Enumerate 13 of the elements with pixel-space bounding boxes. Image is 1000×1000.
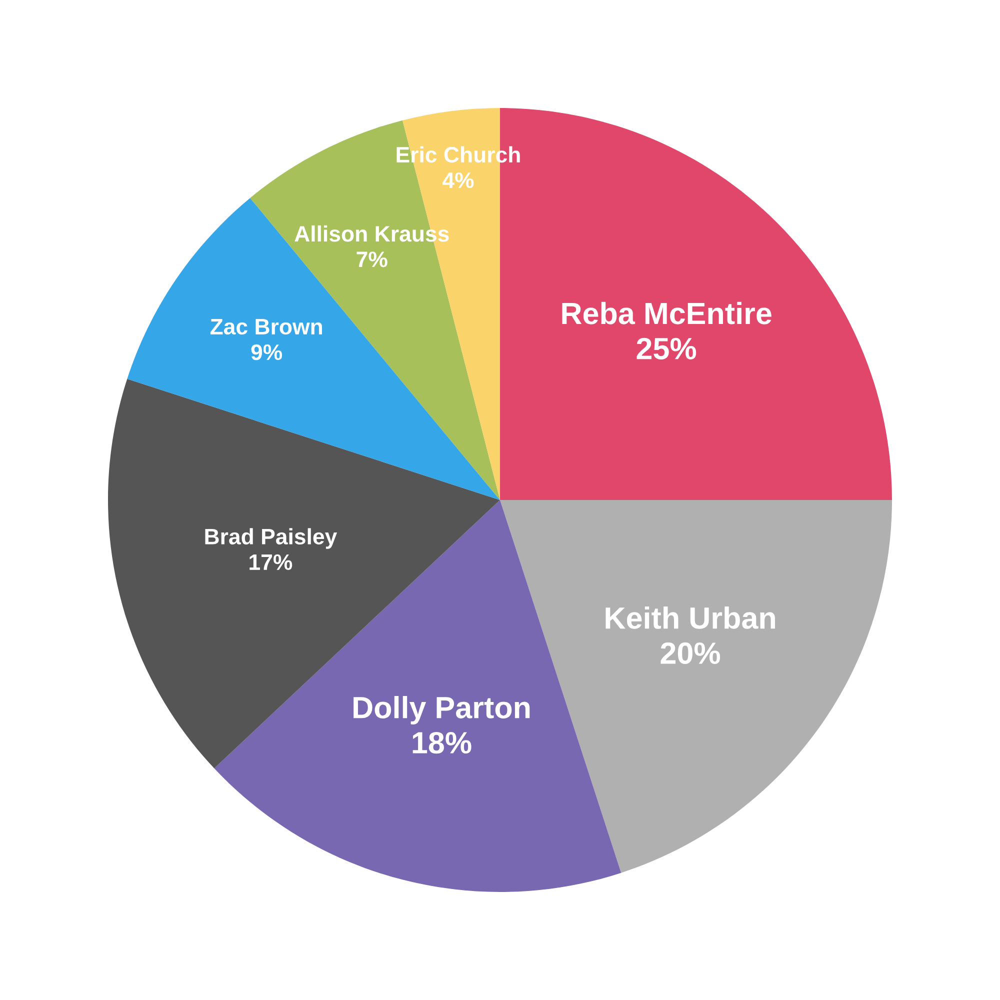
slice-label: Dolly Parton bbox=[354, 696, 530, 724]
data-label: 17% bbox=[250, 554, 292, 570]
data-label: 18% bbox=[412, 732, 472, 754]
slice-label: Zac Brown bbox=[210, 319, 322, 335]
data-label: 7% bbox=[356, 252, 388, 268]
slice-label: Keith Urban bbox=[606, 606, 775, 629]
data-label: 4% bbox=[442, 172, 474, 188]
data-label: 9% bbox=[251, 344, 282, 360]
slice-label: Brad Paisley bbox=[205, 528, 338, 549]
slice-label: Allison Krauss bbox=[294, 225, 449, 242]
data-label: 25% bbox=[636, 338, 696, 360]
slice-label: Reba McEntire bbox=[562, 302, 772, 324]
data-label: 20% bbox=[660, 642, 720, 664]
